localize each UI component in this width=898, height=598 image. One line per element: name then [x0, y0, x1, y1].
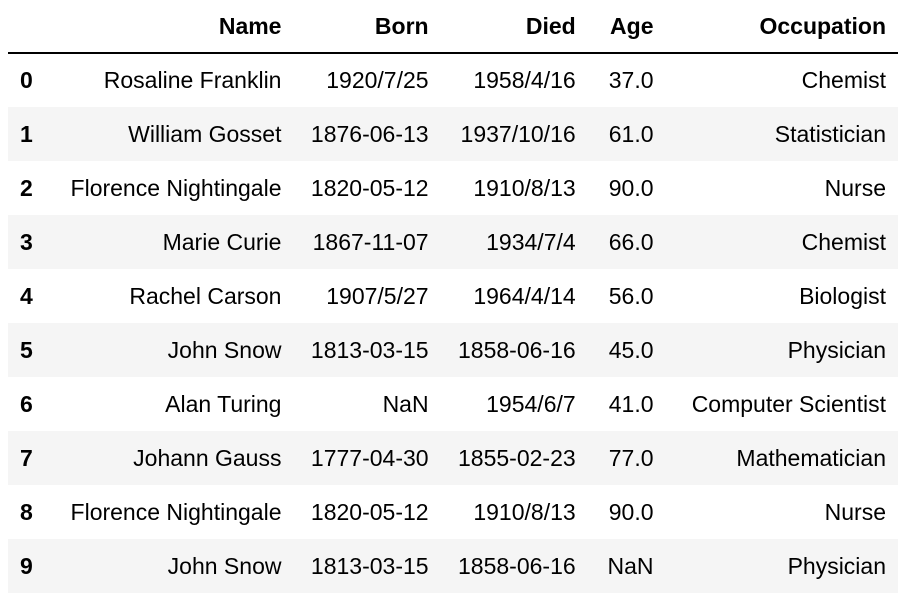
- cell-occupation: Chemist: [801, 228, 886, 255]
- cell-died: 1964/4/14: [473, 282, 576, 309]
- cell-born: 1907/5/27: [326, 282, 429, 309]
- table-header: Name Born Died Age Occupation: [8, 0, 898, 54]
- cell-age: 37.0: [608, 67, 654, 93]
- cell-died: 1937/10/16: [460, 120, 576, 147]
- cell-occupation: Physician: [787, 552, 886, 579]
- cell-born: 1920/7/25: [326, 67, 429, 93]
- header-born: Born: [293, 0, 441, 54]
- row-index: 6: [20, 390, 33, 417]
- table-row: 6 Alan Turing NaN 1954/6/7 41.0 Computer…: [8, 377, 898, 431]
- cell-name: Florence Nightingale: [70, 174, 282, 201]
- row-index: 1: [20, 120, 33, 147]
- cell-occupation: Chemist: [801, 67, 886, 93]
- table-body: 0 Rosaline Franklin 1920/7/25 1958/4/16 …: [8, 53, 898, 593]
- cell-name: Johann Gauss: [133, 444, 282, 471]
- cell-occupation: Nurse: [824, 174, 886, 201]
- table-row: 1 William Gosset 1876-06-13 1937/10/16 6…: [8, 107, 898, 161]
- row-index: 7: [20, 444, 33, 471]
- cell-occupation: Mathematician: [736, 444, 886, 471]
- row-index: 4: [20, 282, 33, 309]
- cell-occupation: Biologist: [799, 282, 886, 309]
- table-row: 3 Marie Curie 1867-11-07 1934/7/4 66.0 C…: [8, 215, 898, 269]
- header-occupation: Occupation: [665, 0, 898, 54]
- table-row: 4 Rachel Carson 1907/5/27 1964/4/14 56.0…: [8, 269, 898, 323]
- table-row: 9 John Snow 1813-03-15 1858-06-16 NaN Ph…: [8, 539, 898, 593]
- cell-age: 56.0: [608, 282, 654, 309]
- cell-born: 1820-05-12: [310, 498, 429, 525]
- cell-age: 90.0: [608, 498, 654, 525]
- table-row: 7 Johann Gauss 1777-04-30 1855-02-23 77.…: [8, 431, 898, 485]
- cell-name: John Snow: [167, 552, 282, 579]
- cell-died: 1910/8/13: [473, 174, 576, 201]
- table-row: 8 Florence Nightingale 1820-05-12 1910/8…: [8, 485, 898, 539]
- cell-born: 1876-06-13: [310, 120, 429, 147]
- cell-name: Rosaline Franklin: [103, 67, 282, 93]
- table-row: 5 John Snow 1813-03-15 1858-06-16 45.0 P…: [8, 323, 898, 377]
- cell-born: 1867-11-07: [312, 228, 429, 255]
- cell-name: Florence Nightingale: [70, 498, 282, 525]
- cell-age: 41.0: [608, 390, 654, 417]
- row-index: 8: [20, 498, 33, 525]
- cell-born: 1813-03-15: [310, 552, 429, 579]
- cell-occupation: Nurse: [824, 498, 886, 525]
- cell-occupation: Statistician: [774, 120, 886, 147]
- cell-name: John Snow: [167, 336, 282, 363]
- row-index: 0: [20, 67, 33, 93]
- cell-died: 1858-06-16: [458, 552, 576, 579]
- cell-age: NaN: [607, 552, 654, 579]
- row-index: 5: [20, 336, 33, 363]
- cell-age: 45.0: [608, 336, 654, 363]
- header-index: [8, 0, 45, 54]
- row-index: 3: [20, 228, 33, 255]
- cell-died: 1954/6/7: [486, 390, 576, 417]
- cell-age: 66.0: [608, 228, 654, 255]
- header-age: Age: [587, 0, 666, 54]
- row-index: 2: [20, 174, 33, 201]
- cell-age: 90.0: [608, 174, 654, 201]
- dataframe-table: Name Born Died Age Occupation 0 Rosaline…: [8, 0, 898, 593]
- cell-born: 1777-04-30: [310, 444, 429, 471]
- cell-born: 1820-05-12: [310, 174, 429, 201]
- cell-born: NaN: [382, 390, 429, 417]
- cell-name: Rachel Carson: [129, 282, 282, 309]
- header-name: Name: [44, 0, 294, 54]
- table-row: 2 Florence Nightingale 1820-05-12 1910/8…: [8, 161, 898, 215]
- cell-name: Marie Curie: [162, 228, 282, 255]
- cell-name: Alan Turing: [165, 390, 282, 417]
- cell-name: William Gosset: [128, 120, 282, 147]
- table-row: 0 Rosaline Franklin 1920/7/25 1958/4/16 …: [8, 53, 898, 107]
- cell-age: 61.0: [608, 120, 654, 147]
- header-row: Name Born Died Age Occupation: [8, 0, 898, 54]
- header-died: Died: [440, 0, 588, 54]
- cell-died: 1910/8/13: [473, 498, 576, 525]
- cell-died: 1858-06-16: [458, 336, 576, 363]
- cell-born: 1813-03-15: [310, 336, 429, 363]
- row-index: 9: [20, 552, 33, 579]
- cell-occupation: Computer Scientist: [691, 390, 886, 417]
- cell-died: 1958/4/16: [473, 67, 576, 93]
- cell-died: 1855-02-23: [458, 444, 576, 471]
- cell-occupation: Physician: [787, 336, 886, 363]
- cell-died: 1934/7/4: [486, 228, 576, 255]
- cell-age: 77.0: [608, 444, 654, 471]
